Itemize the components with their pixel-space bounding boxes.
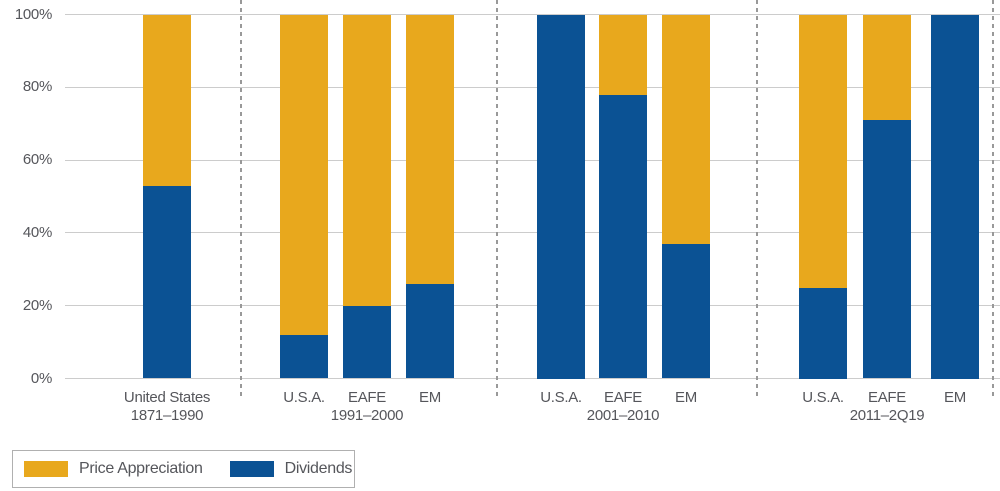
bar-usa — [537, 14, 585, 379]
bar-segment-dividends — [280, 334, 328, 379]
bar-eafe — [343, 14, 391, 379]
bar-segment-dividends — [799, 287, 847, 379]
gridline-60 — [65, 159, 1000, 161]
bar-segment-dividends — [143, 185, 191, 379]
bar-eafe — [599, 14, 647, 379]
bar-segment-price-appreciation — [280, 14, 328, 335]
gridline-80 — [65, 86, 1000, 88]
bar-segment-price-appreciation — [599, 14, 647, 95]
bar-segment-dividends — [931, 14, 979, 379]
bar-em — [406, 14, 454, 379]
y-axis-tick-label: 0% — [30, 369, 52, 387]
bar-segment-price-appreciation — [799, 14, 847, 288]
gridline-100 — [65, 14, 1000, 15]
y-axis-tick-label: 80% — [22, 78, 52, 96]
gridline-20 — [65, 305, 1000, 307]
legend: Price Appreciation Dividends — [12, 450, 355, 488]
bar-usa — [280, 14, 328, 379]
group-separator — [240, 0, 242, 396]
y-axis-tick-label: 40% — [22, 223, 52, 241]
legend-item-price-appreciation: Price Appreciation — [24, 460, 203, 478]
group-period-label: 2001–2010 — [586, 407, 660, 424]
bar-segment-dividends — [863, 120, 911, 379]
bar-segment-dividends — [406, 283, 454, 379]
y-axis-tick-label: 60% — [22, 151, 52, 169]
bar-segment-price-appreciation — [406, 14, 454, 284]
bar-segment-dividends — [662, 243, 710, 379]
group-separator — [496, 0, 498, 396]
bar-category-label: EAFE — [868, 389, 906, 406]
bar-category-label: U.S.A. — [283, 389, 325, 406]
bar-category-label: United States — [123, 389, 211, 406]
bar-segment-price-appreciation — [863, 14, 911, 121]
bar-segment-price-appreciation — [343, 14, 391, 306]
bar-em — [662, 14, 710, 379]
bar-segment-dividends — [343, 305, 391, 379]
group-period-label: 1991–2000 — [330, 407, 404, 424]
group-period-label: 2011–2Q19 — [849, 407, 925, 424]
bar-category-label: EM — [675, 389, 697, 406]
bar-segment-price-appreciation — [662, 14, 710, 244]
group-separator — [756, 0, 758, 396]
legend-label-price-appreciation: Price Appreciation — [79, 460, 203, 477]
bar-segment-price-appreciation — [143, 14, 191, 186]
bar-segment-dividends — [599, 94, 647, 379]
gridline-0 — [65, 378, 1000, 379]
group-period-label: 1871–1990 — [130, 407, 204, 424]
bar-em — [931, 14, 979, 379]
legend-item-dividends: Dividends — [229, 460, 353, 478]
price-appreciation-swatch — [24, 461, 68, 477]
bar-segment-dividends — [537, 14, 585, 379]
bar-category-label: EAFE — [604, 389, 642, 406]
bar-category-label: EM — [419, 389, 441, 406]
bar-category-label: EM — [944, 389, 966, 406]
gridline-40 — [65, 232, 1000, 234]
bar-category-label: EAFE — [348, 389, 386, 406]
bar-eafe — [863, 14, 911, 379]
bar-usa — [799, 14, 847, 379]
y-axis-tick-label: 100% — [14, 5, 52, 23]
legend-label-dividends: Dividends — [284, 460, 353, 477]
group-separator — [992, 0, 994, 396]
y-axis-tick-label: 20% — [22, 296, 52, 314]
bar-category-label: U.S.A. — [802, 389, 844, 406]
bar-category-label: U.S.A. — [540, 389, 582, 406]
dividends-swatch — [229, 461, 274, 477]
bar-unitedstates — [143, 14, 191, 379]
